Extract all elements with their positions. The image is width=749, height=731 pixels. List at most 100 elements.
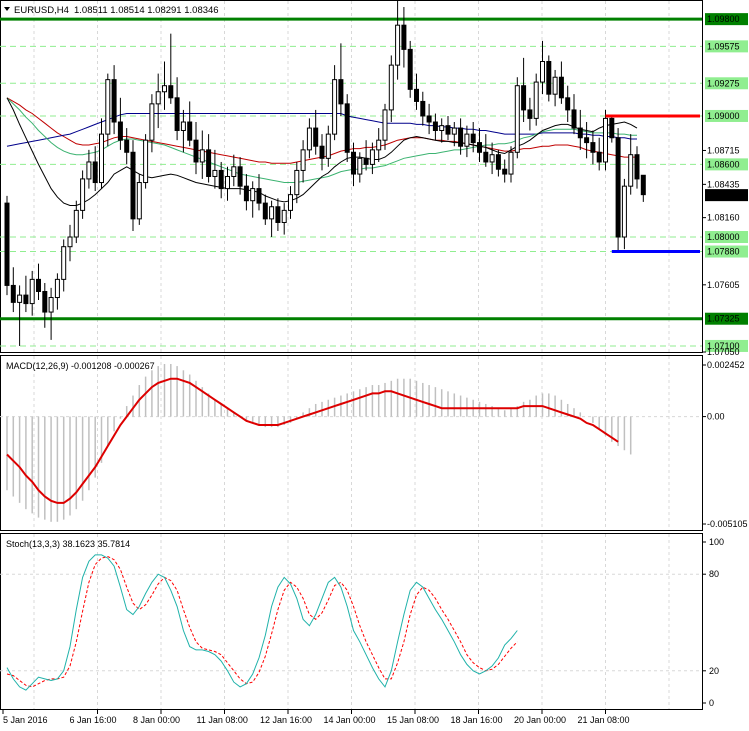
candle-body: [376, 139, 382, 151]
candle: [388, 55, 394, 123]
candle: [546, 55, 552, 102]
candle: [634, 146, 640, 189]
stoch-tick-label: 0: [709, 698, 714, 708]
candle: [162, 61, 167, 110]
candle: [149, 94, 155, 153]
candle: [99, 118, 104, 189]
price-label: 1.09800: [705, 13, 748, 26]
price-label: 1.08435: [702, 179, 740, 189]
candle-body: [577, 127, 583, 139]
candle: [187, 101, 193, 147]
candle-body: [262, 202, 268, 220]
candle: [552, 69, 558, 107]
candle-body: [565, 97, 571, 111]
price-panel[interactable]: 1.09800 1.09575 1.09275 1.09000 1.08715 1.086…: [0, 0, 749, 357]
candle: [414, 73, 419, 110]
trend-segments[interactable]: [605, 114, 701, 254]
candle: [54, 273, 60, 310]
candle: [565, 85, 571, 123]
candle-body: [609, 117, 615, 139]
candle-body: [243, 185, 249, 202]
price-label: 1.09275: [705, 77, 748, 90]
candle-body: [300, 149, 306, 171]
candle-body: [571, 109, 577, 129]
candle-body: [426, 115, 432, 123]
candle-body: [464, 133, 470, 147]
stoch-tick-label: 20: [709, 666, 719, 676]
candle: [382, 103, 388, 150]
time-tick-label: 5 Jan 2016: [3, 715, 48, 725]
candle: [603, 109, 608, 171]
candle: [42, 283, 48, 328]
candle: [495, 149, 501, 177]
candle-body: [445, 125, 451, 135]
candle: [464, 125, 470, 158]
candle-body: [54, 278, 60, 299]
candle: [313, 109, 319, 155]
candle: [180, 109, 186, 153]
candle: [193, 122, 199, 175]
macd-panel[interactable]: 0.002452 0.00 -0.005105 MACD(12,26,9) -0.0…: [0, 355, 749, 532]
price-label-bg: [705, 77, 748, 90]
macd-grid: [0, 356, 702, 530]
candle-body: [590, 142, 596, 153]
candle-body: [73, 209, 79, 238]
candle-body: [288, 194, 293, 211]
triangle-down-icon[interactable]: [4, 7, 10, 11]
price-tick-label: 1.08600: [707, 159, 740, 169]
candle-body: [508, 151, 514, 175]
candle-body: [117, 121, 123, 141]
candle-body: [23, 294, 29, 305]
stoch-panel[interactable]: 100 80 20 0 Stoch(13,3,3) 38.1623 35.7814: [0, 533, 749, 711]
price-label: 1.07100: [705, 339, 748, 352]
time-tick-label: 8 Jan 00:00: [133, 715, 180, 725]
symbol-label: EURUSD,H4: [14, 5, 69, 16]
time-tick-label: 15 Jan 08:00: [387, 715, 439, 725]
candle: [621, 178, 627, 250]
price-label: 1.08715: [702, 145, 740, 155]
price-label: 1.09575: [705, 40, 748, 53]
stoch-tick-label: 100: [709, 537, 724, 547]
candle-body: [269, 206, 275, 220]
candle-body: [325, 133, 331, 159]
macd-label: MACD(12,26,9) -0.001208 -0.000267: [6, 361, 155, 371]
candle: [243, 174, 249, 211]
candle-body: [4, 202, 10, 286]
candle-body: [502, 168, 508, 175]
candle: [338, 43, 344, 116]
candle: [640, 174, 646, 202]
candle: [218, 161, 224, 199]
candle: [451, 122, 457, 147]
candle-body: [256, 188, 262, 204]
stoch-lines: [6, 554, 518, 691]
candle-body: [36, 278, 41, 292]
candle-body: [407, 48, 413, 90]
price-tick-label: 1.07050: [707, 347, 740, 357]
candle: [540, 40, 545, 95]
price-tick-label: 1.07325: [707, 314, 740, 324]
candle-body: [61, 246, 67, 280]
macd-histogram: [6, 363, 632, 522]
candle-body: [514, 85, 520, 153]
price-label-bg: [705, 231, 748, 244]
candle-body: [420, 100, 426, 117]
candle: [275, 198, 281, 231]
candle-body: [552, 76, 558, 95]
candle-body: [231, 166, 237, 177]
candle: [319, 134, 325, 171]
candle: [288, 186, 293, 219]
candle: [67, 224, 73, 262]
candle: [306, 118, 312, 159]
chart-header: EURUSD,H4 1.08511 1.08514 1.08291 1.0834…: [4, 5, 219, 16]
price-axis: 1.09800 1.09575 1.09275 1.09000 1.08715 1.086…: [702, 0, 749, 357]
candle-body: [546, 60, 552, 95]
price-label: 1.07325: [705, 312, 748, 325]
macd-tick-label: -0.005105: [707, 519, 748, 529]
price-levels: [0, 17, 702, 347]
candle-body: [363, 157, 369, 165]
candle-body: [42, 290, 48, 313]
price-label-bg: [705, 13, 748, 26]
candle: [281, 203, 287, 235]
candle: [571, 94, 577, 135]
